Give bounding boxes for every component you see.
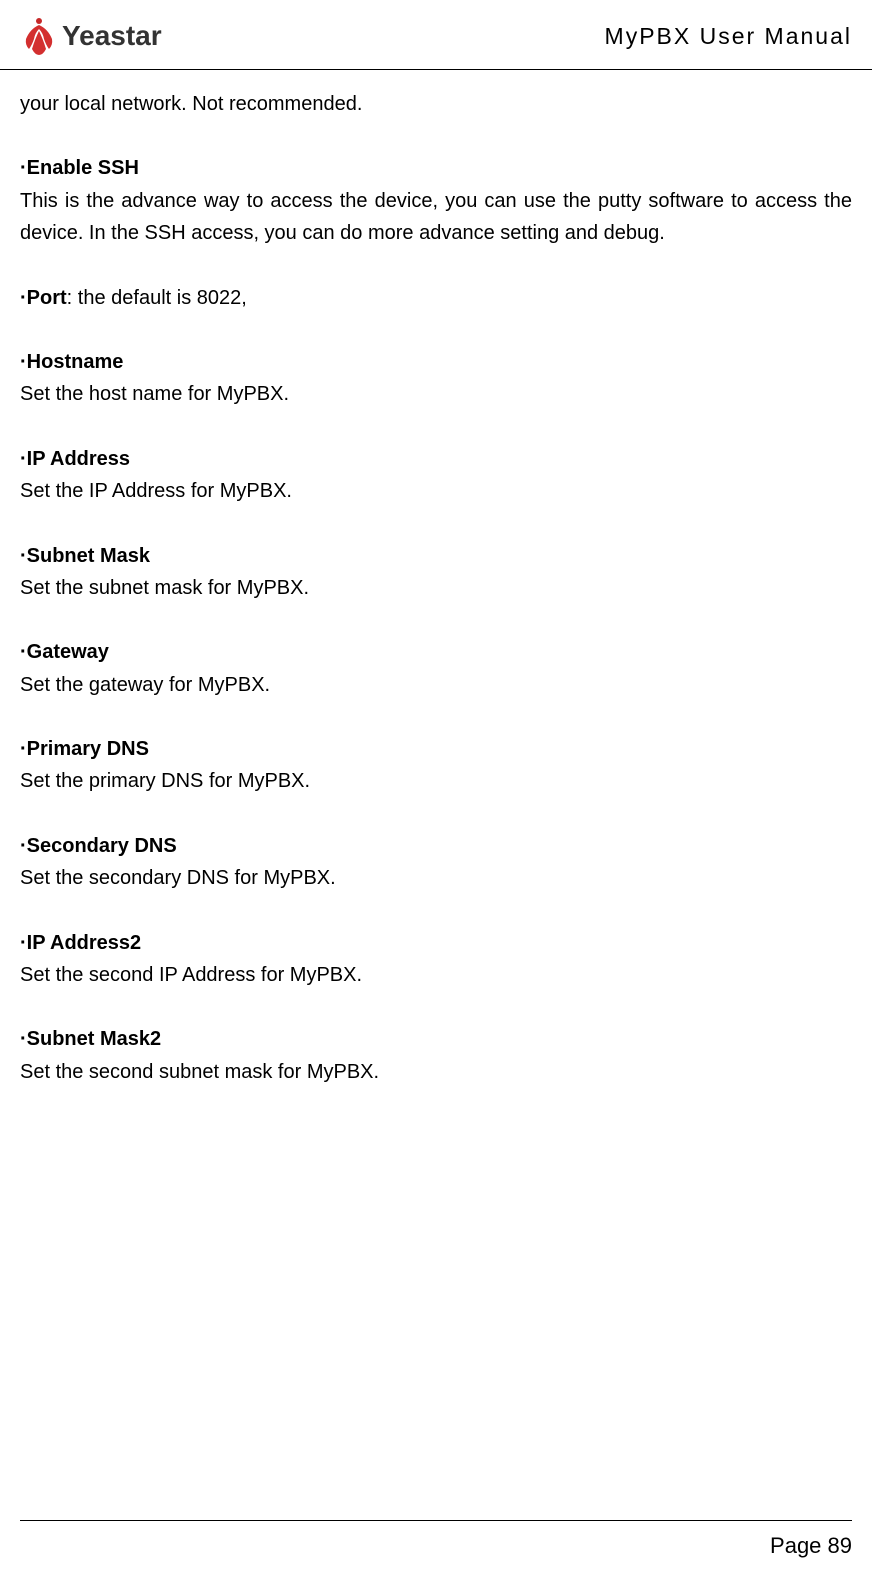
section-heading: ·Gateway	[20, 636, 852, 668]
section-heading: ·Subnet Mask	[20, 540, 852, 572]
section-body: Set the second IP Address for MyPBX.	[20, 959, 852, 991]
section-secondary-dns: ·Secondary DNS Set the secondary DNS for…	[20, 830, 852, 895]
section-hostname: ·Hostname Set the host name for MyPBX.	[20, 346, 852, 411]
intro-text: your local network. Not recommended.	[20, 88, 852, 120]
section-body: Set the second subnet mask for MyPBX.	[20, 1056, 852, 1088]
logo-text: Yeastar	[62, 20, 162, 52]
section-enable-ssh: ·Enable SSH This is the advance way to a…	[20, 152, 852, 249]
section-body: Set the host name for MyPBX.	[20, 378, 852, 410]
section-subnet-mask2: ·Subnet Mask2 Set the second subnet mask…	[20, 1023, 852, 1088]
section-body: Set the IP Address for MyPBX.	[20, 475, 852, 507]
section-body: Set the gateway for MyPBX.	[20, 669, 852, 701]
section-primary-dns: ·Primary DNS Set the primary DNS for MyP…	[20, 733, 852, 798]
section-gateway: ·Gateway Set the gateway for MyPBX.	[20, 636, 852, 701]
page-header: Yeastar MyPBX User Manual	[0, 0, 872, 70]
section-body: Set the secondary DNS for MyPBX.	[20, 862, 852, 894]
document-title: MyPBX User Manual	[605, 23, 852, 50]
section-heading: ·IP Address	[20, 443, 852, 475]
page-number: Page 89	[770, 1533, 852, 1558]
section-ip-address2: ·IP Address2 Set the second IP Address f…	[20, 927, 852, 992]
section-heading: ·Enable SSH	[20, 152, 852, 184]
section-ip-address: ·IP Address Set the IP Address for MyPBX…	[20, 443, 852, 508]
section-body: Set the subnet mask for MyPBX.	[20, 572, 852, 604]
section-subnet-mask: ·Subnet Mask Set the subnet mask for MyP…	[20, 540, 852, 605]
port-heading: ·Port	[20, 287, 67, 309]
section-body: This is the advance way to access the de…	[20, 185, 852, 250]
page-content: your local network. Not recommended. ·En…	[0, 70, 872, 1088]
section-port: ·Port: the default is 8022,	[20, 282, 852, 314]
yeastar-logo-icon	[20, 15, 58, 57]
section-heading: ·Primary DNS	[20, 733, 852, 765]
section-heading: ·Hostname	[20, 346, 852, 378]
port-body: : the default is 8022,	[67, 287, 247, 309]
section-heading: ·Secondary DNS	[20, 830, 852, 862]
section-heading: ·Subnet Mask2	[20, 1023, 852, 1055]
section-heading: ·IP Address2	[20, 927, 852, 959]
section-body: Set the primary DNS for MyPBX.	[20, 765, 852, 797]
page-footer: Page 89	[20, 1520, 852, 1559]
logo: Yeastar	[20, 15, 162, 57]
